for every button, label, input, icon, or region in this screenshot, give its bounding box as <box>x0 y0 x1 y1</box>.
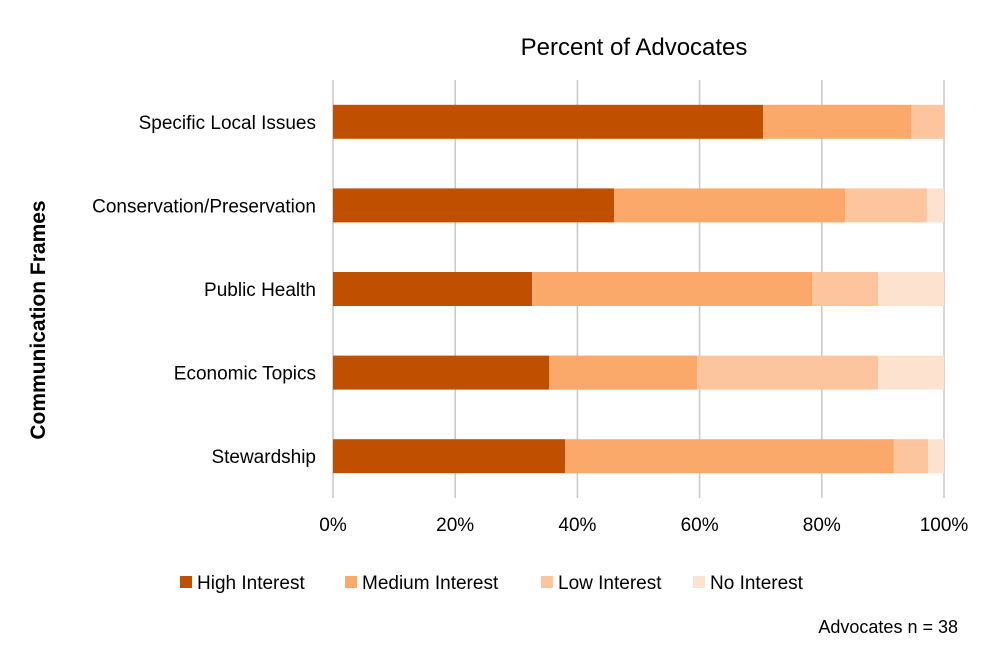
bar-segment-medium-interest <box>549 355 698 390</box>
bar-segment-medium-interest <box>565 439 894 474</box>
bar-segment-no-interest <box>928 439 944 474</box>
y-tick-label: Specific Local Issues <box>139 113 316 134</box>
x-tick-label: 100% <box>920 515 969 536</box>
y-tick-label: Conservation/Preservation <box>92 196 316 217</box>
x-tick-label: 20% <box>436 515 474 536</box>
bar-segment-low-interest <box>845 188 927 223</box>
bar-segment-high-interest <box>333 188 615 223</box>
y-tick-label: Stewardship <box>211 447 316 468</box>
x-tick-label: 80% <box>803 515 841 536</box>
sample-size-note: Advocates n = 38 <box>818 617 958 637</box>
legend-swatch <box>693 576 705 588</box>
x-tick-label: 60% <box>681 515 719 536</box>
bar-segment-no-interest <box>878 355 944 390</box>
bar-segment-no-interest <box>926 188 944 223</box>
legend-label: High Interest <box>197 573 305 594</box>
legend-label: Medium Interest <box>362 573 499 594</box>
y-axis-label: Communication Frames <box>27 200 50 439</box>
chart-title: Percent of Advocates <box>521 34 748 61</box>
bar-segment-medium-interest <box>532 272 813 306</box>
bar-segment-medium-interest <box>614 188 846 223</box>
legend-label: Low Interest <box>558 573 662 594</box>
bar-segment-low-interest <box>911 104 944 139</box>
bar-segment-high-interest <box>333 355 550 390</box>
y-tick-label: Economic Topics <box>174 364 316 385</box>
x-tick-label: 0% <box>319 515 347 536</box>
legend-swatch <box>180 576 192 588</box>
x-tick-label: 40% <box>558 515 596 536</box>
bar-segment-no-interest <box>878 272 944 306</box>
y-tick-label: Public Health <box>204 280 316 301</box>
bar-segment-medium-interest <box>763 104 912 139</box>
bar-segment-high-interest <box>333 104 764 139</box>
legend-swatch <box>541 576 553 588</box>
legend-label: No Interest <box>710 573 804 594</box>
bar-segment-low-interest <box>893 439 929 474</box>
bar-segment-low-interest <box>697 355 879 390</box>
bar-segment-low-interest <box>812 272 879 306</box>
legend-swatch <box>345 576 357 588</box>
bar-segment-high-interest <box>333 439 566 474</box>
bar-segment-high-interest <box>333 272 533 306</box>
